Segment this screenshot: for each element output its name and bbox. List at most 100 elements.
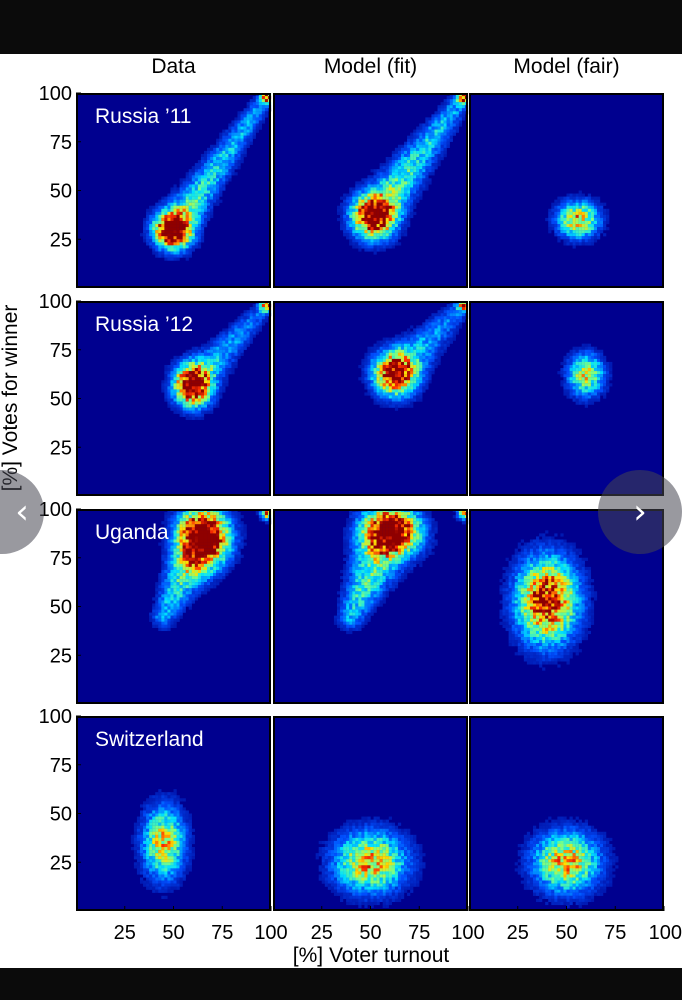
heatmap-cell bbox=[397, 224, 402, 228]
heatmap-cell bbox=[434, 138, 438, 142]
heatmap-cell bbox=[164, 572, 168, 577]
heatmap-cell bbox=[394, 346, 399, 350]
heatmap-cell bbox=[182, 224, 186, 228]
panel-russia-11-model-fit bbox=[273, 93, 469, 288]
heatmap-cell bbox=[185, 371, 189, 375]
heatmap-cell bbox=[149, 208, 153, 212]
heatmap-cell bbox=[382, 524, 386, 528]
heatmap-cell bbox=[200, 386, 205, 390]
heatmap-cell bbox=[146, 236, 150, 240]
heatmap-cell bbox=[419, 515, 423, 519]
heatmap-cell bbox=[222, 569, 226, 574]
heatmap-cell bbox=[258, 99, 263, 103]
heatmap-cell bbox=[194, 515, 199, 519]
heatmap-cell bbox=[164, 566, 168, 571]
heatmap-cell bbox=[404, 208, 408, 212]
heatmap-cell bbox=[179, 193, 183, 197]
heatmap-cell bbox=[349, 211, 353, 216]
heatmap-cell bbox=[584, 361, 588, 366]
heatmap-cell bbox=[391, 175, 396, 179]
heatmap-cell bbox=[210, 527, 214, 531]
heatmap-cell bbox=[443, 99, 447, 103]
heatmap-cell bbox=[388, 184, 392, 188]
heatmap-cell bbox=[373, 395, 377, 399]
heatmap-cell bbox=[425, 337, 429, 341]
heatmap-cell bbox=[167, 530, 171, 534]
heatmap-cell bbox=[225, 383, 229, 387]
heatmap-cell bbox=[587, 395, 592, 399]
heatmap-cell bbox=[210, 545, 214, 549]
heatmap-cell bbox=[213, 539, 217, 543]
heatmap-cell bbox=[358, 518, 362, 522]
heatmap-cell bbox=[176, 618, 180, 622]
heatmap-cell bbox=[231, 533, 235, 537]
heatmap-cell bbox=[237, 319, 241, 323]
heatmap-cell bbox=[249, 135, 253, 139]
heatmap-cell bbox=[161, 227, 165, 231]
heatmap-cell bbox=[407, 355, 411, 360]
heatmap-cell bbox=[376, 374, 380, 378]
heatmap-cell bbox=[416, 160, 420, 164]
heatmap-cell bbox=[179, 597, 183, 601]
heatmap-cell bbox=[158, 606, 162, 610]
heatmap-cell bbox=[385, 374, 389, 378]
heatmap-cell bbox=[149, 211, 153, 216]
heatmap-cell bbox=[370, 524, 374, 528]
heatmap-cell bbox=[367, 548, 371, 552]
heatmap-cell bbox=[216, 196, 220, 200]
heatmap-cell bbox=[210, 563, 214, 568]
heatmap-cell bbox=[391, 392, 396, 396]
heatmap-cell bbox=[373, 242, 377, 246]
heatmap-cell bbox=[413, 337, 417, 341]
heatmap-cell bbox=[581, 208, 585, 212]
heatmap-cell bbox=[194, 163, 199, 167]
heatmap-cell bbox=[603, 358, 607, 363]
heatmap-cell bbox=[452, 132, 456, 136]
heatmap-cell bbox=[428, 515, 432, 519]
heatmap-cell bbox=[431, 346, 435, 350]
heatmap-cell bbox=[397, 340, 402, 344]
heatmap-cell bbox=[422, 346, 426, 350]
heatmap-cell bbox=[437, 135, 441, 139]
heatmap-cell bbox=[158, 254, 162, 258]
heatmap-cell bbox=[385, 554, 389, 558]
heatmap-cell bbox=[194, 401, 199, 405]
heatmap-cell bbox=[173, 612, 177, 616]
heatmap-cell bbox=[219, 193, 223, 197]
heatmap-cell bbox=[428, 533, 432, 537]
heatmap-cell bbox=[203, 398, 208, 402]
heatmap-cell bbox=[149, 220, 153, 225]
heatmap-cell bbox=[188, 239, 192, 243]
heatmap-cell bbox=[434, 530, 438, 534]
heatmap-cell bbox=[367, 389, 371, 393]
heatmap-cell bbox=[240, 160, 244, 164]
heatmap-cell bbox=[203, 560, 208, 564]
heatmap-cell bbox=[207, 184, 211, 188]
heatmap-cell bbox=[364, 187, 368, 191]
heatmap-cell bbox=[394, 364, 399, 369]
heatmap-cell bbox=[237, 355, 241, 360]
heatmap-cell bbox=[361, 178, 365, 182]
heatmap-cell bbox=[428, 166, 432, 170]
heatmap-cell bbox=[367, 175, 371, 179]
heatmap-cell bbox=[346, 545, 350, 549]
heatmap-cell bbox=[370, 211, 374, 216]
heatmap-cell bbox=[413, 193, 417, 197]
heatmap-cell bbox=[413, 392, 417, 396]
heatmap-cell bbox=[176, 230, 180, 234]
heatmap-cell bbox=[222, 178, 226, 182]
heatmap-cell bbox=[394, 233, 399, 237]
heatmap-cell bbox=[600, 392, 604, 396]
heatmap-cell bbox=[200, 233, 205, 237]
heatmap-cell bbox=[606, 211, 610, 216]
heatmap-cell bbox=[188, 242, 192, 246]
heatmap-cell bbox=[346, 205, 350, 209]
heatmap-cell bbox=[382, 190, 386, 194]
heatmap-cell bbox=[355, 557, 359, 561]
heatmap-cell bbox=[400, 352, 405, 356]
heatmap-cell bbox=[407, 202, 411, 206]
heatmap-cell bbox=[252, 102, 256, 106]
heatmap-cell bbox=[603, 364, 607, 369]
heatmap-cell bbox=[164, 202, 168, 206]
heatmap-cell bbox=[563, 227, 567, 231]
